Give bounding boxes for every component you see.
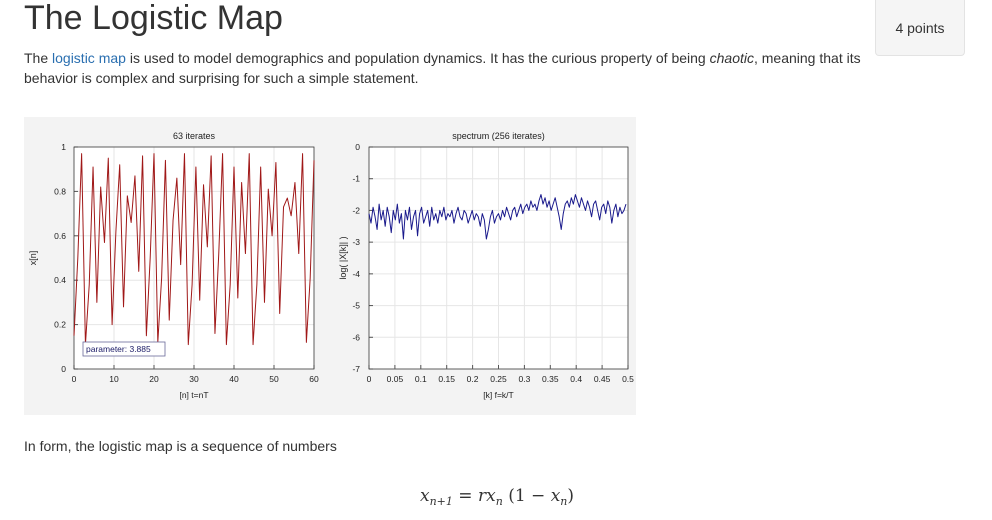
spectrum-x-tick-label: 0.2 (467, 374, 479, 384)
equation-x1-sub: n (495, 495, 503, 508)
spectrum-y-tick-label: -3 (352, 237, 360, 247)
spectrum-y-axis-label: log( |X[k]| ) (338, 236, 348, 279)
spectrum-series-line (368, 194, 627, 240)
spectrum-x-tick-label: 0 (367, 374, 372, 384)
logistic-map-figure: 0 10 20 30 40 50 60 0 0.2 0.4 0.6 0.8 1 63 iterates [n… (24, 117, 636, 415)
spectrum-y-tick-label: -5 (352, 301, 360, 311)
iterates-x-tick-label: 30 (189, 374, 199, 384)
intro-paragraph: The logistic map is used to model demogr… (24, 48, 874, 88)
parameter-annotation-box (82, 341, 166, 357)
logistic-equation: xn+1 = rxn (1 − xn) (420, 486, 574, 508)
spectrum-x-tick-label: 0.45 (594, 374, 611, 384)
in-form-text: In form, the logistic map is a sequence … (24, 438, 337, 454)
spectrum-y-tick-label: 0 (355, 142, 360, 152)
spectrum-plot-frame (368, 146, 629, 370)
iterates-x-tick-label: 60 (309, 374, 319, 384)
iterates-series-line (73, 153, 315, 346)
spectrum-chart-title: spectrum (256 iterates) (452, 131, 545, 141)
page-title: The Logistic Map (24, 0, 283, 37)
equation-equals: = (452, 486, 478, 506)
spectrum-y-tick-label: -4 (352, 269, 360, 279)
iterates-y-tick-label: 0.2 (54, 320, 66, 330)
spectrum-x-tick-label: 0.1 (415, 374, 427, 384)
equation-close: ) (567, 486, 575, 506)
equation-lhs-x: x (420, 486, 430, 506)
spectrum-y-tick-label: -2 (352, 205, 360, 215)
intro-text-middle: is used to model demographics and popula… (125, 50, 710, 66)
spectrum-x-tick-label: 0.35 (542, 374, 559, 384)
iterates-x-tick-label: 50 (269, 374, 279, 384)
iterates-x-tick-label: 10 (109, 374, 119, 384)
iterates-y-tick-label: 0 (61, 364, 66, 374)
figure-canvas: 0 10 20 30 40 50 60 0 0.2 0.4 0.6 0.8 1 63 iterates [n… (28, 131, 634, 400)
equation-x2-sub: n (560, 495, 568, 508)
intro-text-end: , meaning that its behavior is complex a… (24, 50, 861, 86)
spectrum-y-tick-label: -7 (352, 364, 360, 374)
iterates-x-tick-label: 20 (149, 374, 159, 384)
equation-x2: x (550, 486, 561, 506)
iterates-y-tick-label: 1 (61, 142, 66, 152)
chaotic-emphasis: chaotic (709, 50, 754, 66)
points-badge: 4 points (875, 0, 965, 56)
iterates-x-tick-label: 0 (72, 374, 77, 384)
spectrum-x-tick-label: 0.5 (622, 374, 634, 384)
parameter-annotation: parameter: 3.885 (86, 344, 151, 354)
iterates-y-axis-label: x[n] (28, 251, 38, 266)
equation-lhs-sub: n+1 (429, 495, 453, 508)
iterates-x-tick-label: 40 (229, 374, 239, 384)
spectrum-x-tick-label: 0.25 (490, 374, 507, 384)
spectrum-x-tick-label: 0.05 (387, 374, 404, 384)
iterates-plot-frame (73, 146, 315, 370)
iterates-chart-title: 63 iterates (173, 131, 216, 141)
spectrum-x-tick-label: 0.3 (518, 374, 530, 384)
spectrum-y-tick-label: -6 (352, 332, 360, 342)
equation-x1: x (486, 486, 496, 506)
spectrum-x-tick-label: 0.4 (570, 374, 582, 384)
spectrum-y-tick-label: -1 (352, 174, 360, 184)
equation-open: (1 − (502, 486, 551, 506)
spectrum-x-axis-label: [k] f=k/T (483, 390, 513, 400)
equation-r: r (477, 486, 487, 506)
spectrum-x-tick-label: 0.15 (438, 374, 455, 384)
iterates-y-tick-label: 0.8 (54, 186, 66, 196)
iterates-y-tick-label: 0.4 (54, 275, 66, 285)
intro-text-start: The (24, 50, 53, 66)
iterates-x-axis-label: [n] t=nT (179, 390, 208, 400)
iterates-y-tick-label: 0.6 (54, 231, 66, 241)
logistic-map-link[interactable]: logistic map (52, 50, 126, 66)
